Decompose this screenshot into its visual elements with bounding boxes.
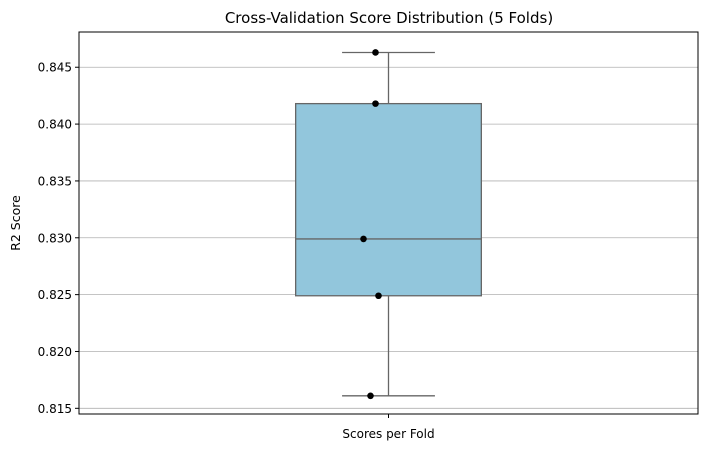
fold-score-point [372, 100, 379, 107]
y-tick-label: 0.815 [38, 402, 72, 416]
chart-title: Cross-Validation Score Distribution (5 F… [225, 9, 553, 27]
iqr-box [294, 102, 482, 297]
y-tick-label: 0.830 [38, 231, 72, 245]
fold-score-point [367, 392, 374, 400]
y-tick-label: 0.820 [38, 345, 72, 359]
y-axis: 0.815 0.820 0.825 0.830 0.835 0.840 0.845 [38, 61, 79, 416]
y-tick-label: 0.835 [38, 174, 72, 188]
y-tick-label: 0.825 [38, 288, 72, 302]
fold-score-point [375, 292, 382, 300]
y-tick-label: 0.845 [38, 61, 72, 75]
plot-frame [78, 31, 699, 415]
y-axis-label: R2 Score [8, 195, 23, 251]
points-layer [360, 49, 382, 400]
box-layer [294, 51, 482, 397]
y-tick-label: 0.840 [38, 118, 72, 132]
fold-score-point [372, 49, 379, 56]
x-category-label: Scores per Fold [342, 427, 434, 441]
fold-score-point [360, 235, 367, 243]
